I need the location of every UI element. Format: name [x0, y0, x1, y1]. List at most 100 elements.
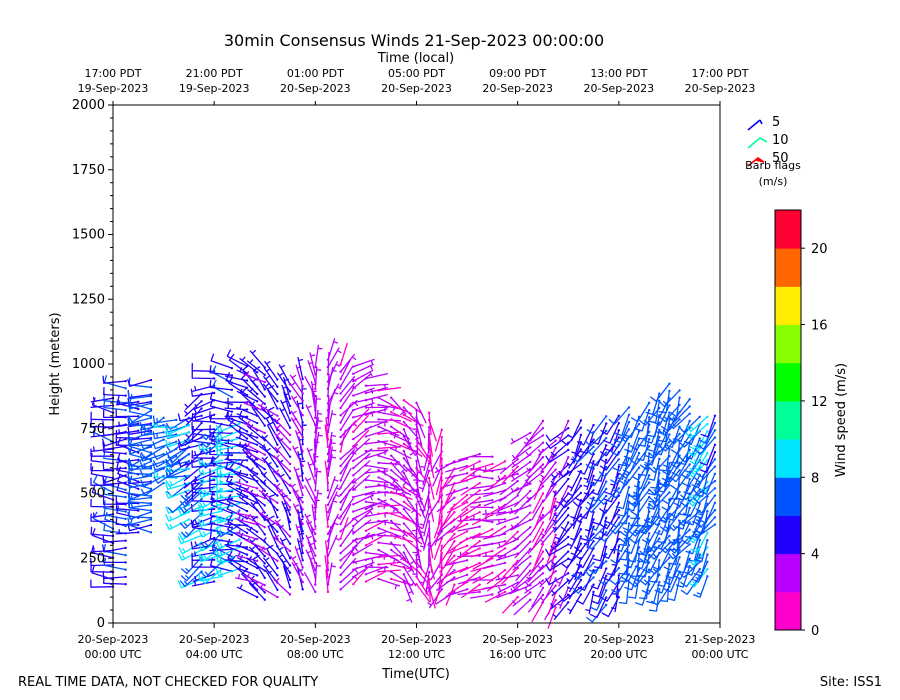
barb-station-dot	[637, 451, 641, 455]
barb-station-dot	[162, 431, 165, 434]
barb-station-dot	[541, 579, 545, 582]
wind-barb	[428, 412, 432, 436]
barb-station-dot	[364, 493, 368, 496]
barb-station-dot	[326, 431, 330, 434]
wind-barb	[610, 508, 630, 528]
barb-station-dot	[465, 472, 469, 475]
barb-station-dot	[465, 588, 469, 591]
barb-station-dot	[301, 486, 304, 490]
barb-station-dot	[579, 535, 583, 538]
barb-station-dot	[364, 507, 368, 511]
barb-station-dot	[326, 525, 330, 528]
wind-barb	[200, 452, 223, 469]
barb-station-dot	[288, 571, 292, 574]
barb-station-dot	[579, 506, 583, 509]
wind-barb	[441, 562, 456, 582]
barb-station-dot	[390, 447, 393, 450]
barb-station-dot	[339, 479, 342, 482]
barb-station-dot	[255, 559, 259, 563]
wind-barb	[140, 482, 165, 496]
top-tick-time: 17:00 PDT	[691, 67, 748, 80]
barb-station-dot	[326, 452, 330, 456]
wind-barb	[103, 386, 127, 397]
barb-station-dot	[617, 472, 621, 476]
wind-barb	[483, 489, 506, 498]
barb-station-dot	[688, 463, 691, 466]
barb-station-dot	[352, 510, 355, 513]
wind-barb	[211, 539, 233, 558]
wind-barb	[390, 556, 411, 569]
wind-barb	[512, 577, 531, 592]
wind-barb	[446, 501, 468, 514]
barb-station-dot	[453, 568, 456, 572]
barb-station-dot	[491, 513, 494, 516]
barb-station-dot	[579, 513, 583, 516]
barb-station-dot	[314, 532, 317, 536]
wind-barb	[444, 472, 468, 479]
barb-station-dot	[390, 541, 393, 544]
wind-barb	[430, 450, 443, 472]
wind-barb	[447, 530, 468, 543]
barb-station-dot	[263, 424, 266, 427]
barb-station-dot	[288, 535, 292, 538]
wind-barb	[352, 468, 372, 484]
wind-barb	[177, 442, 203, 451]
wind-barb	[577, 453, 595, 475]
barb-station-dot	[579, 477, 583, 480]
wind-barb	[412, 409, 418, 433]
barb-station-dot	[326, 409, 330, 412]
barb-station-dot	[276, 588, 279, 592]
barb-station-dot	[255, 537, 259, 541]
barb-station-dot	[529, 460, 532, 464]
barb-station-dot	[263, 402, 266, 406]
wind-barb	[365, 464, 389, 474]
wind-barb	[192, 385, 215, 392]
barb-station-dot	[567, 506, 570, 510]
wind-barb	[552, 507, 569, 526]
y-tick-label: 1500	[72, 228, 105, 243]
barb-station-dot	[377, 447, 380, 450]
wind-barb	[692, 480, 716, 496]
barb-station-dot	[352, 437, 355, 441]
barb-station-dot	[541, 463, 545, 466]
wind-barb	[177, 436, 203, 447]
wind-barb	[549, 548, 557, 572]
wind-barb	[497, 581, 519, 594]
barb-station-dot	[503, 583, 507, 586]
barb-station-dot	[326, 416, 330, 420]
wind-barb	[639, 516, 660, 535]
wind-barb	[550, 536, 569, 552]
wind-barb	[224, 495, 248, 505]
wind-barb	[469, 471, 494, 480]
wind-barb	[339, 484, 357, 503]
barb-station-dot	[276, 595, 279, 599]
barb-station-dot	[326, 518, 330, 521]
wind-barb	[694, 516, 716, 535]
wind-barb	[574, 540, 595, 561]
wind-barb	[274, 417, 291, 436]
barb-station-dot	[668, 484, 671, 487]
barb-station-dot	[402, 449, 406, 453]
wind-barb	[579, 518, 595, 541]
barb-station-dot	[706, 567, 709, 571]
barb-station-dot	[377, 505, 380, 508]
barb-station-dot	[503, 474, 507, 478]
wind-barb	[301, 385, 307, 409]
barb-station-dot	[339, 370, 342, 373]
barb-station-dot	[637, 466, 641, 469]
barb-station-dot	[698, 488, 701, 491]
barb-station-dot	[220, 509, 223, 513]
wind-barb	[90, 526, 114, 537]
wind-barb	[92, 475, 114, 494]
wind-barb	[649, 559, 660, 583]
wind-barb	[433, 537, 443, 560]
barb-station-dot	[200, 414, 203, 417]
wind-barb	[531, 550, 544, 572]
barb-station-dot	[604, 560, 608, 563]
top-tick-time: 01:00 PDT	[287, 67, 344, 80]
barb-station-dot	[339, 486, 342, 490]
wind-barb	[412, 460, 419, 484]
wind-barb	[280, 399, 291, 422]
barb-legend-title: Barb flags	[745, 159, 801, 172]
